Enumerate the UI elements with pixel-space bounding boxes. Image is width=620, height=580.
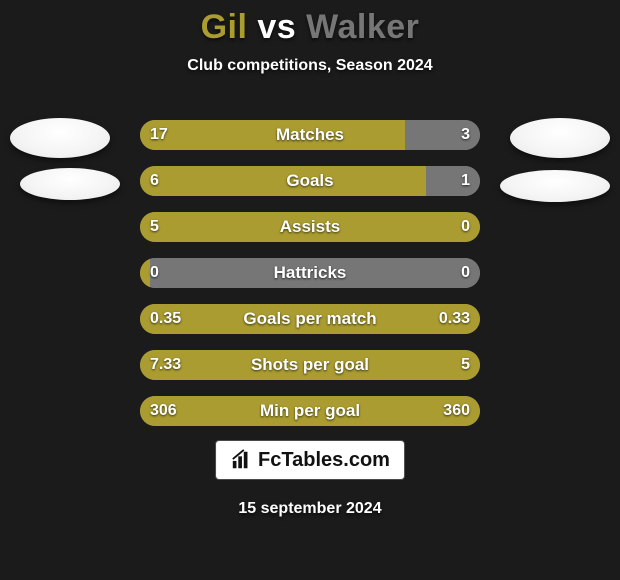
- bar-player-a: [140, 350, 480, 380]
- comparison-infographic: Gil vs Walker Club competitions, Season …: [0, 0, 620, 580]
- player-b-name: Walker: [306, 8, 419, 46]
- date-label: 15 september 2024: [0, 500, 620, 518]
- player-a-name: Gil: [201, 8, 248, 46]
- value-player-a: 7.33: [150, 350, 181, 380]
- value-player-a: 306: [150, 396, 177, 426]
- value-player-a: 0: [150, 258, 159, 288]
- bar-track: [140, 350, 480, 380]
- bar-track: [140, 396, 480, 426]
- value-player-b: 0: [461, 212, 470, 242]
- stat-row: 00Hattricks: [0, 258, 620, 288]
- value-player-a: 5: [150, 212, 159, 242]
- stat-row: 306360Min per goal: [0, 396, 620, 426]
- value-player-a: 6: [150, 166, 159, 196]
- branding-text: FcTables.com: [258, 449, 390, 472]
- vs-label: vs: [257, 8, 296, 46]
- chart-icon: [230, 449, 252, 471]
- value-player-a: 0.35: [150, 304, 181, 334]
- bar-track: [140, 304, 480, 334]
- bar-player-a: [140, 212, 480, 242]
- bar-player-a: [140, 166, 426, 196]
- page-title: Gil vs Walker: [0, 0, 620, 47]
- value-player-b: 5: [461, 350, 470, 380]
- value-player-b: 360: [443, 396, 470, 426]
- bar-player-a: [140, 258, 150, 288]
- subtitle: Club competitions, Season 2024: [0, 57, 620, 75]
- value-player-b: 1: [461, 166, 470, 196]
- stat-row: 7.335Shots per goal: [0, 350, 620, 380]
- bar-player-b: [150, 258, 480, 288]
- value-player-b: 0.33: [439, 304, 470, 334]
- value-player-a: 17: [150, 120, 168, 150]
- bar-player-a: [140, 120, 405, 150]
- bar-player-a: [140, 304, 480, 334]
- bar-player-a: [140, 396, 480, 426]
- bar-player-b: [426, 166, 480, 196]
- bar-track: [140, 120, 480, 150]
- stat-row: 50Assists: [0, 212, 620, 242]
- value-player-b: 3: [461, 120, 470, 150]
- value-player-b: 0: [461, 258, 470, 288]
- bar-track: [140, 166, 480, 196]
- branding-badge: FcTables.com: [215, 440, 405, 480]
- stat-row: 0.350.33Goals per match: [0, 304, 620, 334]
- stats-rows: 173Matches61Goals50Assists00Hattricks0.3…: [0, 120, 620, 442]
- stat-row: 173Matches: [0, 120, 620, 150]
- stat-row: 61Goals: [0, 166, 620, 196]
- bar-track: [140, 258, 480, 288]
- bar-track: [140, 212, 480, 242]
